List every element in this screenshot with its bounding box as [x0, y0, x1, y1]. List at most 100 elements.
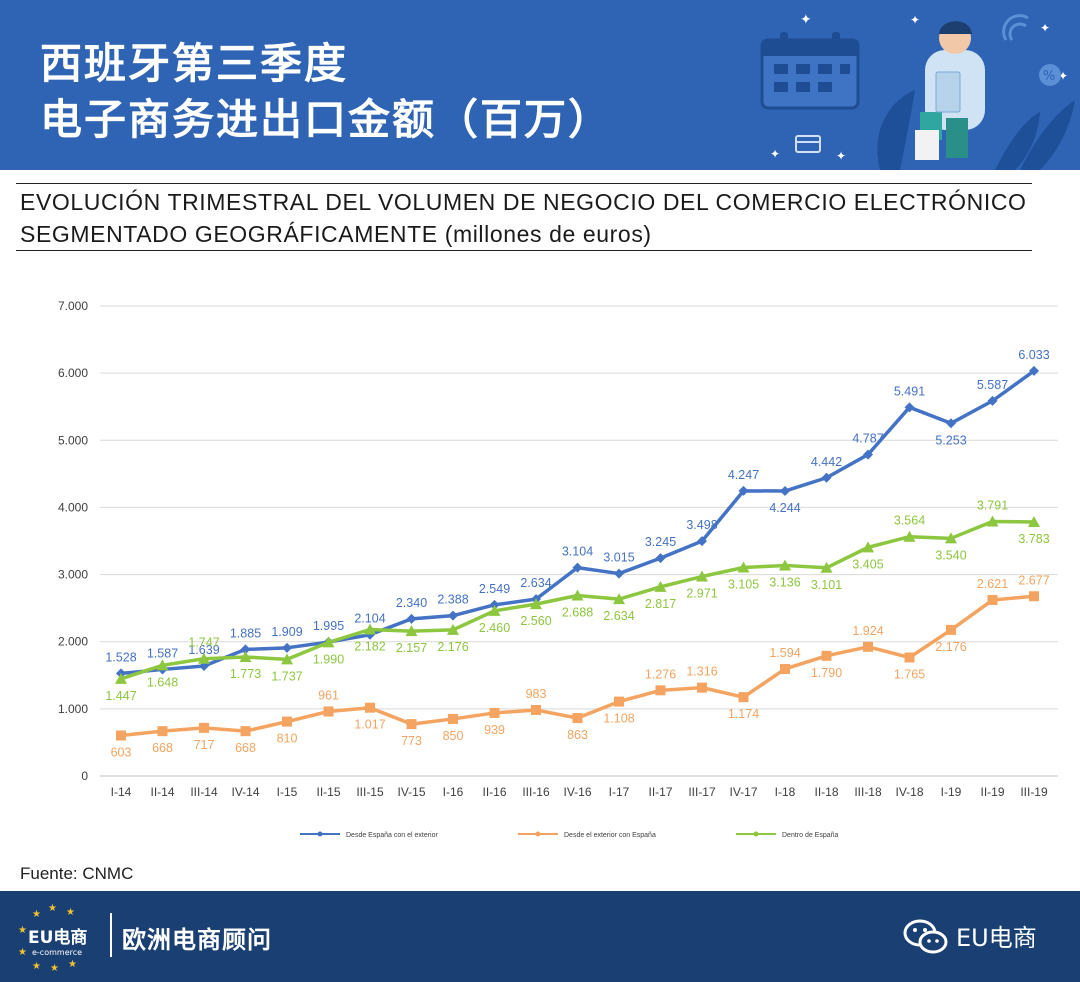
- credit-card-icon: [795, 135, 821, 153]
- calendar-icon: [760, 32, 860, 110]
- data-label: 1.594: [769, 646, 800, 660]
- data-label: 2.634: [603, 609, 634, 623]
- legend-label: Desde España con el exterior: [346, 832, 438, 839]
- data-point: [489, 707, 500, 718]
- x-tick-label: III-16: [522, 785, 550, 799]
- x-tick-label: I-14: [111, 785, 132, 799]
- data-point: [946, 624, 956, 635]
- svg-text:★: ★: [50, 963, 59, 971]
- data-point: [780, 663, 790, 674]
- chart-title-units: (millones de euros): [437, 221, 652, 247]
- data-label: 1.108: [603, 712, 634, 726]
- brand-name: 欧洲电商顾问: [122, 926, 272, 954]
- svg-text:✦: ✦: [836, 149, 846, 163]
- data-point: [448, 713, 458, 724]
- data-point: [613, 593, 625, 605]
- data-label: 1.447: [105, 689, 136, 703]
- x-tick-label: II-14: [150, 785, 174, 799]
- y-tick-label: 4.000: [58, 500, 88, 514]
- data-label: 961: [318, 688, 339, 702]
- legend-marker: [535, 831, 541, 837]
- data-label: 4.787: [852, 432, 883, 446]
- svg-text:✦: ✦: [1040, 21, 1050, 35]
- x-tick-label: I-16: [443, 785, 464, 799]
- data-label: 850: [443, 729, 464, 743]
- data-label: 1.316: [686, 665, 717, 679]
- y-tick-label: 5.000: [58, 433, 88, 447]
- data-label: 1.528: [105, 650, 136, 664]
- data-point: [572, 713, 583, 724]
- data-point: [198, 652, 210, 664]
- legend-label: Dentro de España: [782, 832, 839, 839]
- data-label: 2.182: [354, 639, 385, 653]
- line-chart: 0 1.000 2.000 3.000 4.000 5.000 6.000 7.000 I-14…: [58, 299, 1058, 839]
- x-tick-label: I-19: [941, 785, 962, 799]
- data-label: 1.747: [188, 636, 219, 650]
- x-tick-label: IV-18: [895, 785, 923, 799]
- ecommerce-illustration: ✦ ✦ ✦ ✦ ✦ ✦ %: [760, 12, 1075, 170]
- data-label: 2.104: [354, 612, 385, 626]
- data-label: 3.540: [935, 548, 966, 562]
- data-label: 668: [235, 741, 256, 755]
- data-label: 3.015: [603, 551, 634, 565]
- data-label: 2.971: [686, 587, 717, 601]
- data-point: [282, 716, 292, 727]
- header-banner: 西班牙第三季度 电子商务进出口金额（百万）: [0, 0, 1080, 170]
- series-1: 603 668 717 668 810 961 1.017 773 850 939 983 863 1.…: [111, 573, 1050, 759]
- percent-icon: %: [1039, 64, 1061, 86]
- series-0: 1.528 1.587 1.639 1.885 1.909 1.995 2.104 2.340…: [105, 348, 1050, 679]
- data-point: [116, 730, 126, 741]
- x-tick-label: II-16: [482, 785, 506, 799]
- wechat-account-name: EU电商: [956, 924, 1037, 952]
- data-label: 2.677: [1018, 573, 1049, 587]
- x-tick-label: IV-14: [231, 785, 259, 799]
- source-note: Fuente: CNMC: [20, 864, 134, 883]
- data-label: 3.791: [977, 498, 1008, 512]
- data-point: [863, 449, 873, 460]
- data-point: [531, 704, 541, 715]
- chart-title-line1: EVOLUCIÓN TRIMESTRAL DEL VOLUMEN DE NEGO…: [20, 189, 1027, 215]
- data-label: 2.634: [520, 576, 551, 590]
- data-label: 939: [484, 723, 505, 737]
- data-label: 4.244: [769, 501, 800, 515]
- data-point: [447, 623, 459, 635]
- data-point: [323, 706, 334, 717]
- chart-title: EVOLUCIÓN TRIMESTRAL DEL VOLUMEN DE NEGO…: [20, 186, 1030, 250]
- data-point: [115, 672, 127, 684]
- data-point: [821, 472, 832, 483]
- data-label: 3.783: [1018, 532, 1049, 546]
- svg-text:★: ★: [32, 909, 41, 920]
- data-point: [821, 650, 832, 661]
- data-label: 1.765: [894, 667, 925, 681]
- data-label: 983: [526, 687, 547, 701]
- data-label: 4.247: [728, 468, 759, 482]
- data-label: 668: [152, 741, 173, 755]
- legend-item-0: Desde España con el exterior: [300, 831, 438, 839]
- logo-subtext: e-commerce: [32, 948, 82, 957]
- data-label: 2.176: [437, 640, 468, 654]
- data-point: [488, 604, 501, 616]
- data-label: 1.174: [728, 707, 759, 721]
- data-point: [820, 561, 833, 573]
- y-tick-label: 1.000: [58, 702, 88, 716]
- x-tick-label: III-17: [688, 785, 716, 799]
- data-point: [322, 636, 335, 648]
- legend-marker: [317, 831, 323, 837]
- data-point: [571, 589, 584, 601]
- data-point: [903, 530, 916, 542]
- data-point: [987, 595, 998, 606]
- data-label: 5.587: [977, 378, 1008, 392]
- data-label: 2.621: [977, 577, 1008, 591]
- data-label: 2.560: [520, 614, 551, 628]
- eu-ecommerce-logo: ★ ★ ★ ★ ★ ★ ★ ★ EU电商 e-commerce: [18, 903, 87, 971]
- data-point: [738, 692, 749, 703]
- sparkle-icons: ✦ ✦ ✦ ✦ ✦ ✦: [770, 12, 1068, 163]
- data-point: [572, 562, 583, 573]
- data-point: [364, 623, 376, 635]
- x-tick-label: II-19: [980, 785, 1004, 799]
- data-label: 1.909: [271, 625, 302, 639]
- data-label: 5.491: [894, 384, 925, 398]
- data-point: [406, 719, 417, 730]
- legend-item-1: Desde el exterior con España: [518, 831, 656, 839]
- data-point: [530, 598, 542, 610]
